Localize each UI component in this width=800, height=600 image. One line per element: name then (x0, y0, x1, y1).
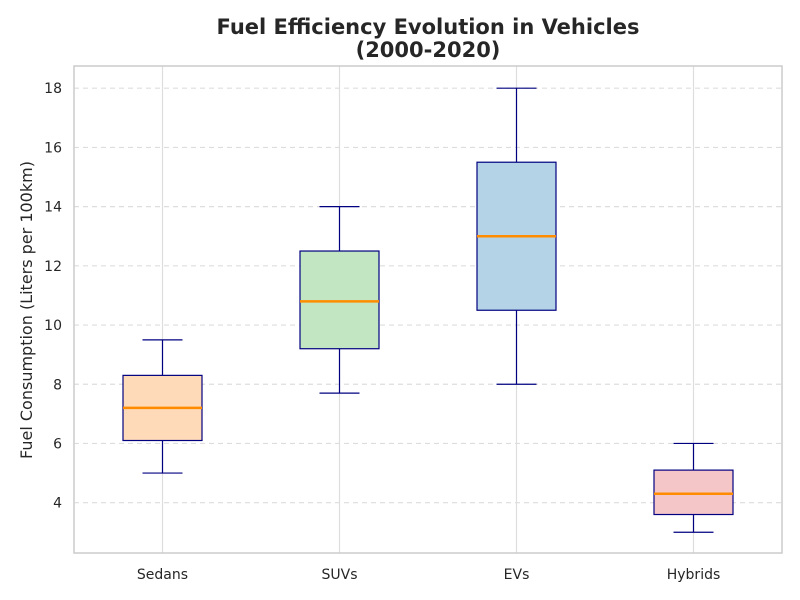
y-tick-label: 18 (44, 81, 62, 97)
plot-frame (73, 65, 783, 554)
ticks-layer: 4 6 8 10 12 14 16 18 Sedans SUVs EVs Hybrids (44, 81, 720, 583)
x-tick-label: EVs (504, 567, 530, 583)
y-tick-label: 10 (44, 318, 62, 334)
x-tick-label: Hybrids (667, 567, 721, 583)
iqr-box (299, 250, 380, 350)
boxes-layer (122, 87, 734, 533)
chart-title-line-2: (2000-2020) (356, 38, 501, 62)
y-tick-label: 14 (44, 200, 62, 216)
box-hybrids (653, 442, 734, 533)
y-tick-label: 12 (44, 259, 62, 275)
y-tick-label: 4 (53, 496, 62, 512)
y-axis-label: Fuel Consumption (Liters per 100km) (17, 161, 36, 459)
y-tick-label: 8 (53, 377, 62, 393)
box-suvs (299, 206, 380, 394)
y-tick-label: 16 (44, 140, 62, 156)
iqr-box (653, 469, 734, 516)
chart-title-line-1: Fuel Efficiency Evolution in Vehicles (217, 15, 640, 39)
box-sedans (122, 339, 203, 474)
x-tick-label: SUVs (321, 567, 357, 583)
x-tick-label: Sedans (137, 567, 188, 583)
box-evs (476, 87, 557, 385)
y-tick-label: 6 (53, 436, 62, 452)
